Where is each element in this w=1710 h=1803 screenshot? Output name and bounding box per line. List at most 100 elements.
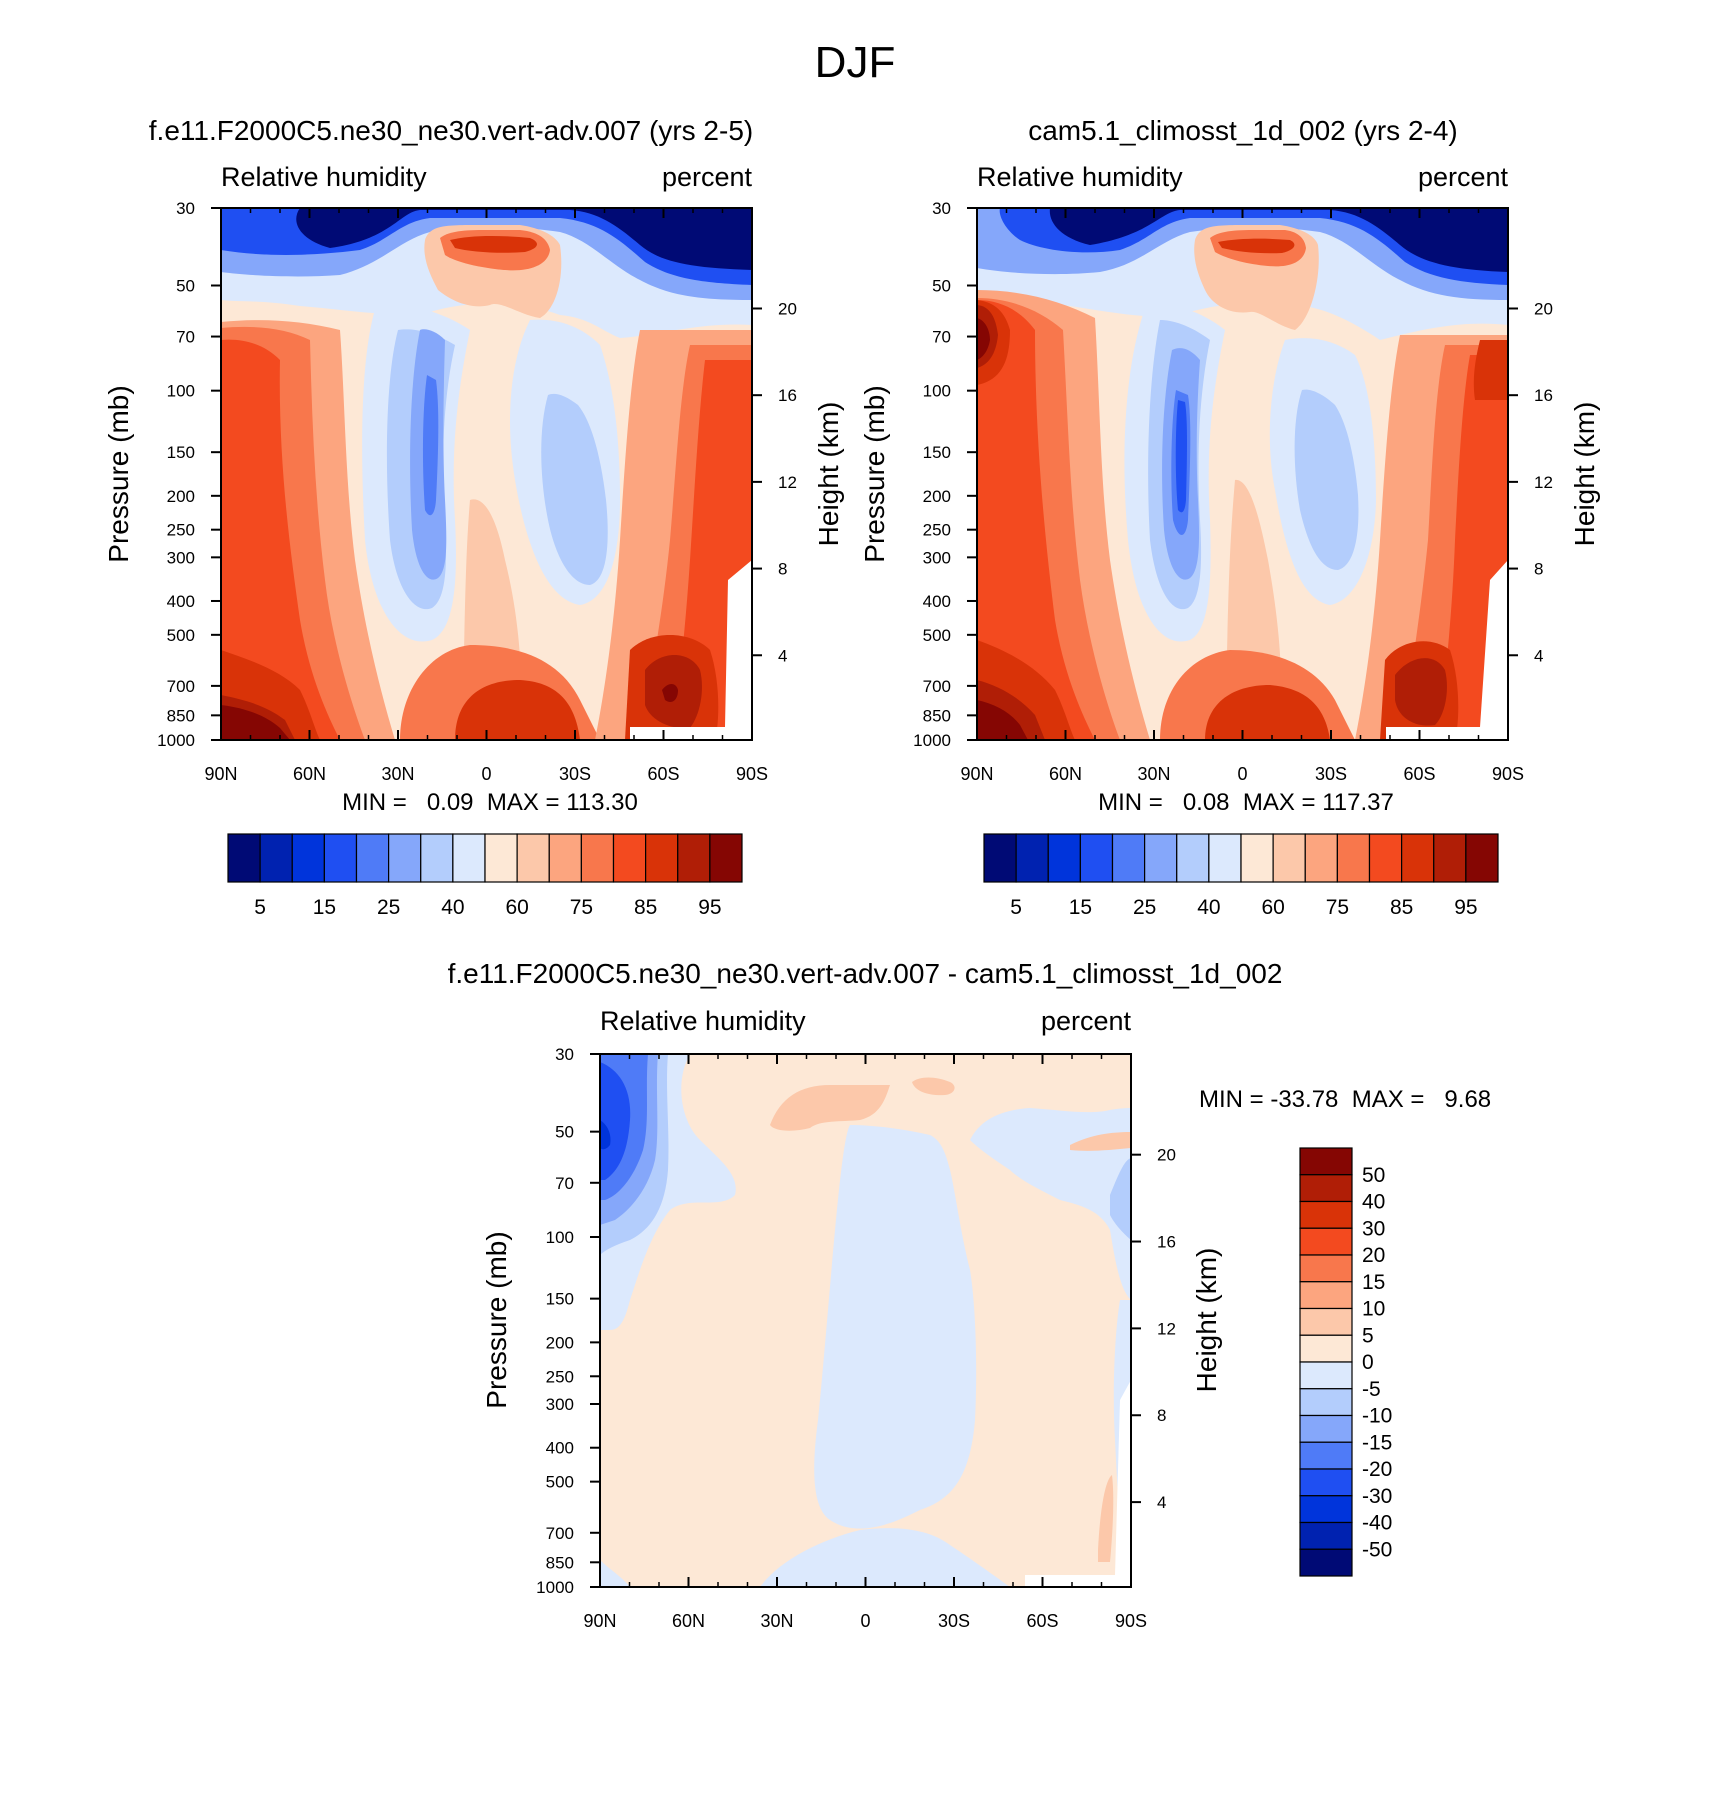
colorbar-label: 95 <box>698 896 721 919</box>
colorbar-swatch <box>1111 833 1146 883</box>
x-tick-label: 90S <box>1115 1611 1147 1631</box>
y-tick-label: 250 <box>923 521 951 540</box>
p3-sh-negative-edge <box>1110 1158 1131 1240</box>
p3-eq-negative-low <box>760 1528 1010 1587</box>
p1-nh-moist-strong <box>221 339 340 740</box>
colorbar-swatch <box>291 833 325 883</box>
x-tick-label: 0 <box>860 1611 870 1631</box>
x-tick-label: 90S <box>1492 764 1524 784</box>
p1-eq-low-core <box>455 680 580 740</box>
y-tick-label: 70 <box>176 328 195 347</box>
colorbar-label: 40 <box>1197 896 1220 919</box>
colorbar-label: 40 <box>1362 1191 1385 1214</box>
panel-3-stats: MIN = -33.78 MAX = 9.68 <box>1199 1086 1491 1113</box>
colorbar-swatch <box>420 833 454 883</box>
panel-2-contour-field <box>977 208 1508 740</box>
colorbar-label: 15 <box>313 896 336 919</box>
colorbar-swatch <box>1299 1388 1353 1417</box>
colorbar-label: 60 <box>505 896 528 919</box>
y-tick-label: 50 <box>555 1123 574 1142</box>
panel-2-units-label: percent <box>1418 162 1509 192</box>
colorbar-swatch <box>1015 833 1049 883</box>
y2-tick-label: 20 <box>1534 299 1553 318</box>
colorbar-label: -20 <box>1362 1458 1392 1481</box>
y-tick-label: 200 <box>167 487 195 506</box>
panel-3-ylabel: Pressure (mb) <box>481 1231 512 1408</box>
x-tick-label: 30S <box>938 1611 970 1631</box>
y-tick-label: 300 <box>923 548 951 567</box>
panel-1-title: f.e11.F2000C5.ne30_ne30.vert-adv.007 (yr… <box>149 115 753 146</box>
p3-eq-negative-column <box>814 1125 977 1529</box>
p3-nh-negative-core <box>600 1062 631 1180</box>
colorbar-swatch <box>645 833 679 883</box>
colorbar-swatch <box>1299 1468 1353 1497</box>
x-tick-label: 60S <box>647 764 679 784</box>
colorbar-label: 60 <box>1261 896 1284 919</box>
p3-upper-positive-pole <box>1070 1132 1131 1151</box>
y-tick-label: 300 <box>167 548 195 567</box>
colorbar-swatch <box>548 833 582 883</box>
x-tick-label: 60N <box>293 764 326 784</box>
y2-tick-label: 8 <box>1157 1406 1166 1425</box>
colorbar-swatch <box>677 833 711 883</box>
x-tick-label: 60S <box>1026 1611 1058 1631</box>
y-tick-label: 1000 <box>536 1578 574 1597</box>
y2-tick-label: 16 <box>778 386 797 405</box>
panel-3-title: f.e11.F2000C5.ne30_ne30.vert-adv.007 - c… <box>448 958 1283 989</box>
y-tick-label: 250 <box>546 1367 574 1386</box>
colorbar-swatch <box>1299 1147 1353 1176</box>
panel-2-variable-label: Relative humidity <box>977 162 1183 192</box>
y-tick-label: 700 <box>167 677 195 696</box>
colorbar-swatch <box>1299 1334 1353 1363</box>
y-tick-label: 500 <box>546 1473 574 1492</box>
colorbar-swatch <box>1299 1281 1353 1310</box>
y2-tick-label: 20 <box>778 299 797 318</box>
p2-sh-dry-mid <box>1294 389 1359 570</box>
colorbar-label: 40 <box>441 896 464 919</box>
panel-1-y2label: Height (km) <box>813 402 844 547</box>
colorbar-swatch <box>1299 1307 1353 1336</box>
panel-2-ylabel: Pressure (mb) <box>859 385 890 562</box>
panel-2: cam5.1_climosst_1d_002 (yrs 2-4) Relativ… <box>859 115 1600 919</box>
x-tick-label: 0 <box>481 764 491 784</box>
colorbar-swatch <box>1079 833 1114 883</box>
colorbar-label: 20 <box>1362 1244 1385 1267</box>
panel-1: f.e11.F2000C5.ne30_ne30.vert-adv.007 (yr… <box>103 115 844 919</box>
colorbar-label: 15 <box>1362 1271 1385 1294</box>
panel-1-variable-label: Relative humidity <box>221 162 427 192</box>
colorbar-swatch <box>1144 833 1178 883</box>
y2-tick-label: 4 <box>1534 646 1543 665</box>
colorbar-swatch <box>259 833 293 883</box>
colorbar-label: 50 <box>1362 1164 1385 1187</box>
y2-tick-label: 12 <box>778 473 797 492</box>
y-tick-label: 400 <box>167 592 195 611</box>
y-tick-label: 70 <box>555 1174 574 1193</box>
colorbar-label: 85 <box>1390 896 1413 919</box>
colorbar-swatch <box>388 833 422 883</box>
colorbar-swatch <box>1401 833 1435 883</box>
colorbar-swatch <box>1433 833 1467 883</box>
x-tick-label: 30N <box>381 764 414 784</box>
colorbar-label: 5 <box>1362 1324 1374 1347</box>
panel-1-ticks: 90N 60N 30N 0 30S 60S 90S 30 50 70 100 150 200 250 300… <box>157 199 797 784</box>
p2-sh-moist-core <box>1395 658 1447 726</box>
colorbar-label: 75 <box>570 896 593 919</box>
colorbar-label: 25 <box>1133 896 1156 919</box>
y-tick-label: 50 <box>176 277 195 296</box>
colorbar-swatch <box>1299 1361 1353 1390</box>
colorbar-swatch <box>709 833 743 883</box>
colorbar-swatch <box>1304 833 1338 883</box>
x-tick-label: 60S <box>1403 764 1435 784</box>
p2-missing-data <box>1386 560 1508 740</box>
x-tick-label: 30S <box>1315 764 1347 784</box>
x-tick-label: 0 <box>1237 764 1247 784</box>
colorbar-label: -10 <box>1362 1405 1392 1428</box>
y-tick-label: 100 <box>546 1228 574 1247</box>
colorbar-swatch <box>1299 1441 1353 1470</box>
colorbar-swatch <box>1299 1414 1353 1443</box>
colorbar-swatch <box>355 833 390 883</box>
y-tick-label: 700 <box>923 677 951 696</box>
y-tick-label: 100 <box>167 382 195 401</box>
colorbar-swatch <box>484 833 518 883</box>
